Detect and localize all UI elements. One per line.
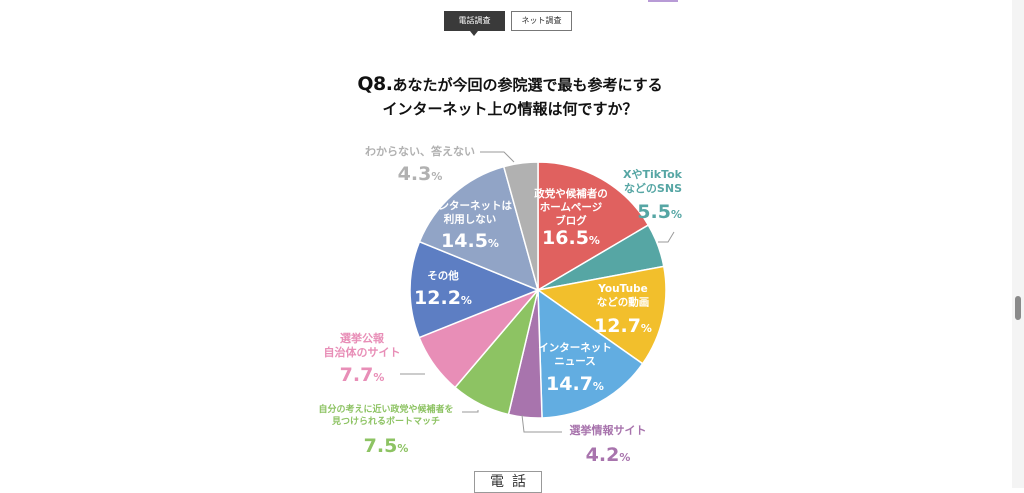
slice-label-3-0: インターネット <box>538 342 612 354</box>
leader-line-5 <box>462 410 479 413</box>
leader-line-1 <box>658 231 675 243</box>
scrollbar-track[interactable] <box>1012 0 1024 488</box>
slice-label-1-1: などのSNS <box>624 182 682 195</box>
slice-value-2: 12.7% <box>594 315 652 337</box>
question-title: Q8.あなたが今回の参院選で最も参考にする インターネット上の情報は何ですか？ <box>300 72 720 121</box>
question-line-1: Q8.あなたが今回の参院選で最も参考にする <box>300 72 720 97</box>
top-accent-line <box>648 0 678 2</box>
pie-slice-0 <box>537 161 650 292</box>
slice-value-6: 7.7% <box>340 364 385 386</box>
slice-label-0-2: ブログ <box>555 214 587 227</box>
pie-slice-2 <box>536 265 667 365</box>
slice-value-1: 5.5% <box>637 201 682 223</box>
slice-label-6-1: 自治体のサイト <box>324 345 401 359</box>
slice-label-7-0: その他 <box>427 269 459 282</box>
slice-label-2-1: などの動画 <box>597 296 650 309</box>
slice-label-5-1: 見つけられるボートマッチ <box>331 415 440 427</box>
slice-value-7: 12.2% <box>414 287 472 309</box>
leader-line-9 <box>480 151 515 163</box>
question-text-1: あなたが今回の参院選で最も参考にする <box>392 76 663 94</box>
tab-net-survey[interactable]: ネット調査 <box>511 11 572 31</box>
slice-label-8-0: インターネットは <box>428 200 512 212</box>
slice-value-4: 4.2% <box>586 444 631 466</box>
slice-label-9-0: わからない、答えない <box>365 144 475 158</box>
slice-label-5-0: 自分の考えに近い政党や候補者を <box>318 403 453 415</box>
active-tab-caret-icon <box>470 31 478 36</box>
pie-slice-9 <box>502 161 539 291</box>
leader-line-4 <box>521 414 562 433</box>
scrollbar-thumb[interactable] <box>1015 296 1021 320</box>
slice-label-2-0: YouTube <box>597 283 647 295</box>
tab-phone-survey[interactable]: 電話調査 <box>444 11 505 31</box>
slice-label-4-0: 選挙情報サイト <box>570 423 647 437</box>
slice-label-6-0: 選挙公報 <box>340 331 385 345</box>
slice-label-8-1: 利用しない <box>444 213 497 226</box>
slice-value-0: 16.5% <box>542 227 600 249</box>
pie-slice-8 <box>418 165 540 292</box>
pie-slice-3 <box>537 288 644 419</box>
question-line-2: インターネット上の情報は何ですか？ <box>382 100 638 118</box>
phone-section-label: 電話 <box>474 471 542 493</box>
slice-label-1-0: XやTikTok <box>623 168 683 181</box>
slice-label-0-0: 政党や候補者の <box>534 187 608 200</box>
pie-slice-7 <box>409 240 541 339</box>
slice-value-5: 7.5% <box>364 435 409 457</box>
slice-label-3-1: ニュース <box>554 356 595 368</box>
slice-value-8: 14.5% <box>441 230 499 252</box>
slice-label-0-1: ホームページ <box>540 202 603 214</box>
slice-value-9: 4.3% <box>398 163 443 185</box>
slice-value-3: 14.7% <box>546 373 604 395</box>
question-number: Q8. <box>357 73 393 95</box>
